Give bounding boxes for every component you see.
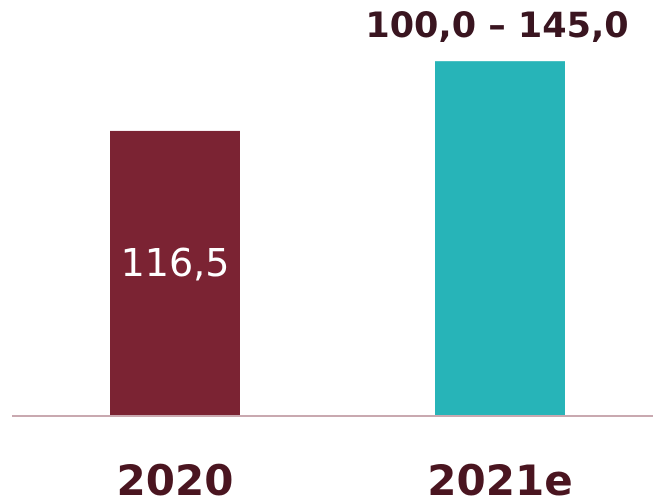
x-tick-label-2020: 2020	[117, 456, 234, 503]
value-labels-group: 116,5 100,0 – 145,0	[121, 6, 629, 285]
bar-2021e	[435, 61, 565, 416]
bar-2020	[110, 130, 240, 416]
value-label-2020: 116,5	[121, 241, 230, 285]
bars-group	[110, 61, 565, 416]
x-tick-labels-group: 2020 2021e	[117, 456, 573, 503]
value-label-2021e: 100,0 – 145,0	[365, 6, 628, 46]
x-tick-label-2021e: 2021e	[427, 456, 572, 503]
